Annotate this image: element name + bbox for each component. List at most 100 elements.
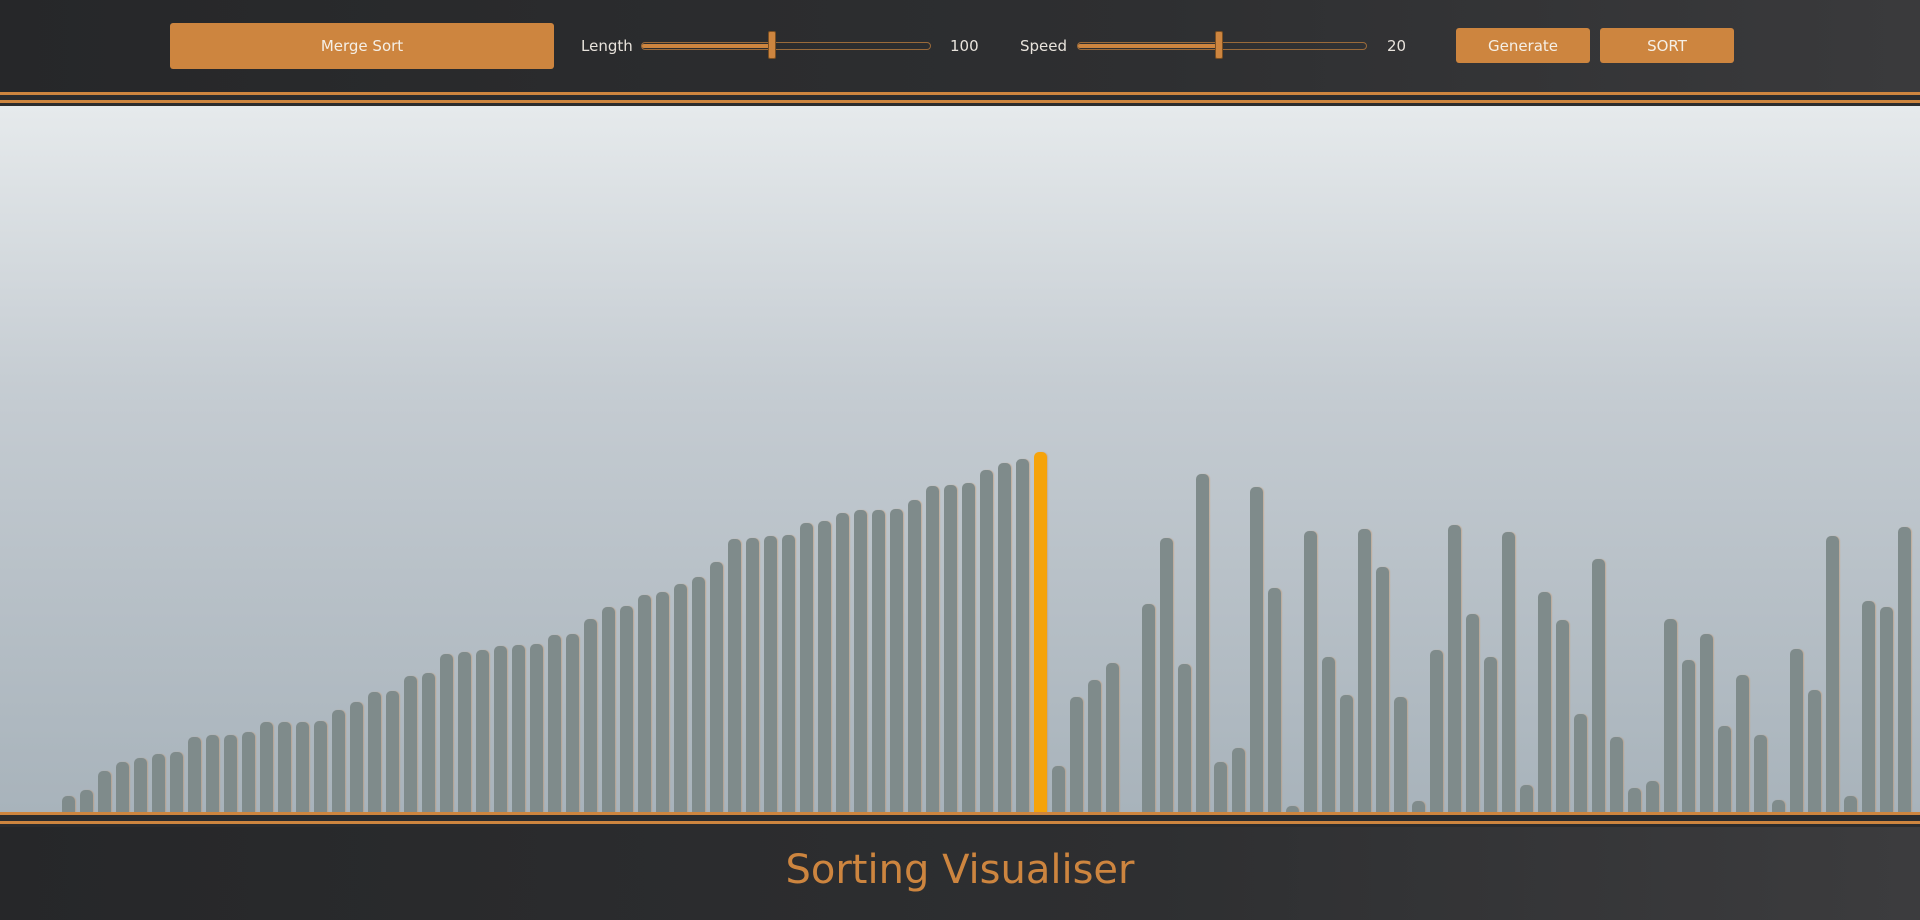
bar <box>962 483 975 812</box>
speed-slider-thumb[interactable] <box>1215 31 1224 59</box>
speed-label: Speed <box>1020 37 1068 55</box>
bar <box>1268 587 1281 812</box>
bar <box>1142 604 1155 812</box>
bar <box>1340 695 1353 812</box>
sort-button[interactable]: SORT <box>1600 28 1734 63</box>
bar <box>1106 662 1119 812</box>
bar <box>368 692 381 812</box>
top-rail-gap <box>0 95 1920 100</box>
bar <box>926 485 939 812</box>
bar <box>746 537 759 812</box>
top-rail-upper <box>0 92 1920 95</box>
bar <box>278 722 291 812</box>
speed-slider-fill <box>1078 44 1220 48</box>
bar <box>188 737 201 812</box>
top-toolbar: Merge Sort Length 100 Speed 20 Generate … <box>0 0 1920 92</box>
bar <box>116 761 129 812</box>
bar <box>566 634 579 812</box>
bar <box>440 654 453 812</box>
bar <box>1790 648 1803 812</box>
bar <box>1646 780 1659 812</box>
bar <box>296 722 309 812</box>
bottom-rail-lower <box>0 821 1920 824</box>
bar <box>1682 659 1695 812</box>
bar <box>1736 674 1749 812</box>
footer <box>0 827 1920 920</box>
bar <box>1754 734 1767 812</box>
bar <box>242 731 255 812</box>
bar <box>1772 799 1785 812</box>
speed-value: 20 <box>1387 37 1407 55</box>
bar <box>80 790 93 812</box>
bar <box>674 583 687 812</box>
bar <box>1448 525 1461 812</box>
bar <box>530 643 543 812</box>
bar <box>98 771 111 812</box>
bar <box>350 701 363 812</box>
speed-slider[interactable] <box>1077 31 1367 59</box>
bar <box>980 469 993 812</box>
bottom-rail-upper <box>0 812 1920 815</box>
bar <box>1826 536 1839 812</box>
bar <box>422 673 435 812</box>
bar-active <box>1034 452 1047 812</box>
bar <box>872 510 885 812</box>
bar <box>1250 487 1263 812</box>
bar <box>1178 663 1191 812</box>
bars-canvas <box>0 106 1920 812</box>
bar <box>908 499 921 812</box>
bar <box>548 635 561 812</box>
bar <box>890 509 903 812</box>
bar <box>152 753 165 812</box>
bar <box>1556 620 1569 812</box>
bar <box>458 651 471 812</box>
bar <box>1718 726 1731 812</box>
bar <box>1016 458 1029 812</box>
bar <box>224 734 237 812</box>
bar <box>1592 559 1605 812</box>
bar <box>1232 748 1245 812</box>
bar <box>1484 657 1497 812</box>
bar <box>1160 537 1173 812</box>
bar <box>638 594 651 812</box>
bar <box>620 605 633 812</box>
bar <box>134 757 147 812</box>
bar <box>1070 696 1083 812</box>
bar <box>1286 806 1299 812</box>
length-slider-thumb[interactable] <box>767 31 776 59</box>
bottom-rail-gap <box>0 815 1920 821</box>
length-slider[interactable] <box>641 31 931 59</box>
bar <box>1466 613 1479 812</box>
bar <box>944 484 957 812</box>
bar <box>656 591 669 812</box>
bar <box>494 646 507 812</box>
bar <box>1394 696 1407 812</box>
bar <box>1412 801 1425 812</box>
bar <box>1808 689 1821 812</box>
generate-button[interactable]: Generate <box>1456 28 1590 63</box>
bar <box>476 650 489 812</box>
bar <box>1628 787 1641 812</box>
bar <box>818 521 831 812</box>
bar <box>584 619 597 812</box>
bar <box>764 536 777 812</box>
bar <box>386 691 399 812</box>
bar <box>1844 795 1857 812</box>
bar <box>836 513 849 812</box>
bar <box>782 534 795 812</box>
bar <box>1898 526 1911 812</box>
top-rail-lower <box>0 100 1920 103</box>
bar <box>1088 680 1101 812</box>
bar <box>1376 567 1389 812</box>
length-label: Length <box>581 37 633 55</box>
bar <box>1664 619 1677 812</box>
bar <box>1700 634 1713 812</box>
bar <box>602 606 615 812</box>
bar <box>800 522 813 812</box>
length-value: 100 <box>950 37 979 55</box>
bar <box>710 562 723 812</box>
bar <box>1304 530 1317 812</box>
bar <box>170 752 183 812</box>
algorithm-select[interactable]: Merge Sort <box>170 23 554 69</box>
bar <box>692 576 705 812</box>
